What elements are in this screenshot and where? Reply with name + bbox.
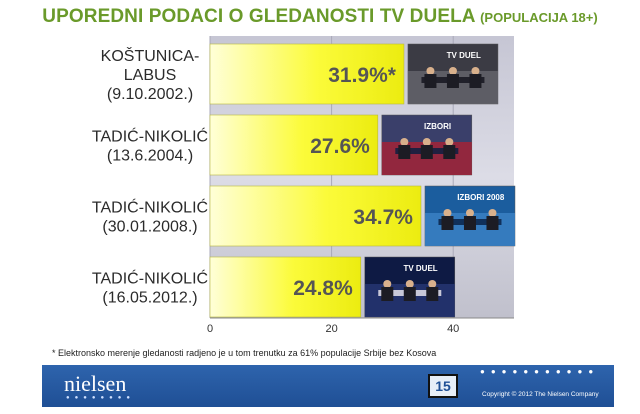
thumbnail-1-caption: IZBORI xyxy=(424,122,451,131)
data-label-0: 31.9%* xyxy=(328,64,397,87)
bar-3 xyxy=(209,256,362,318)
thumbnail-0-person-body-1 xyxy=(446,74,459,88)
footnote: * Elektronsko merenje gledanosti radjeno… xyxy=(52,348,437,358)
x-tick-label-1: 20 xyxy=(325,323,337,335)
bar-2 xyxy=(209,185,422,247)
thumbnail-1-person-head-0 xyxy=(400,138,409,146)
x-tick-label-0: 0 xyxy=(207,323,213,335)
thumbnail-1-person-body-1 xyxy=(420,145,433,159)
thumbnail-0-caption: TV DUEL xyxy=(447,51,481,60)
data-label-3: 24.8% xyxy=(293,277,353,300)
thumbnail-1-person-head-2 xyxy=(445,138,454,146)
data-label-2: 34.7% xyxy=(353,206,413,229)
thumbnail-3-person-body-1 xyxy=(403,287,416,301)
category-label-2-1: (30.01.2008.) xyxy=(102,219,197,236)
category-label-0-0: KOŠTUNICA- xyxy=(101,46,200,65)
thumbnail-3-person-head-2 xyxy=(428,280,437,288)
thumbnail-1-person-body-2 xyxy=(443,145,456,159)
thumbnail-0-person-body-0 xyxy=(424,74,437,88)
thumbnail-0-person-body-2 xyxy=(469,74,482,88)
bar-1 xyxy=(209,114,379,176)
thumbnail-3-person-body-2 xyxy=(426,287,439,301)
thumbnail-2-person-body-0 xyxy=(441,216,454,230)
thumbnail-2-caption: IZBORI 2008 xyxy=(457,193,505,202)
footer-dots-decoration: ●●●●●●●●●●● xyxy=(480,367,600,376)
x-tick-label-2: 40 xyxy=(447,323,459,335)
thumbnail-0-person-head-0 xyxy=(426,67,435,75)
category-label-1-0: TADIĆ-NIKOLIĆ xyxy=(92,127,208,146)
thumbnail-1-person-body-0 xyxy=(398,145,411,159)
thumbnail-3-person-body-0 xyxy=(381,287,394,301)
thumbnail-2-person-head-0 xyxy=(443,209,452,217)
thumbnail-0-person-head-1 xyxy=(448,67,457,75)
data-label-1: 27.6% xyxy=(310,135,370,158)
thumbnail-2-person-body-1 xyxy=(463,216,476,230)
nielsen-logo: nielsen xyxy=(64,371,127,396)
category-label-0-2: (9.10.2002.) xyxy=(107,86,193,103)
thumbnail-2-person-body-2 xyxy=(486,216,499,230)
page-title: UPOREDNI PODACI O GLEDANOSTI TV DUELA (P… xyxy=(0,6,640,28)
category-label-1-1: (13.6.2004.) xyxy=(107,148,193,165)
category-label-0-1: LABUS xyxy=(124,67,176,84)
category-label-3-1: (16.05.2012.) xyxy=(102,290,197,307)
title-main: UPOREDNI PODACI O GLEDANOSTI TV DUELA xyxy=(42,6,476,27)
thumbnail-3-person-head-1 xyxy=(405,280,414,288)
category-label-2-0: TADIĆ-NIKOLIĆ xyxy=(92,198,208,217)
thumbnail-3-person-head-0 xyxy=(383,280,392,288)
thumbnail-1-person-head-1 xyxy=(422,138,431,146)
copyright-text: Copyright © 2012 The Nielsen Company xyxy=(482,391,599,398)
category-label-3-0: TADIĆ-NIKOLIĆ xyxy=(92,269,208,288)
page-number: 15 xyxy=(428,374,458,398)
title-sub: (POPULACIJA 18+) xyxy=(480,10,598,25)
thumbnail-0-person-head-2 xyxy=(471,67,480,75)
thumbnail-2-person-head-1 xyxy=(465,209,474,217)
logo-dots-decoration: ●●●●●●●● xyxy=(66,395,135,401)
bar-0 xyxy=(209,43,405,105)
footer-bar: nielsen ●●●●●●●● 15 ●●●●●●●●●●● Copyrigh… xyxy=(42,365,614,407)
thumbnail-3-caption: TV DUEL xyxy=(403,264,437,273)
thumbnail-2-person-head-2 xyxy=(488,209,497,217)
